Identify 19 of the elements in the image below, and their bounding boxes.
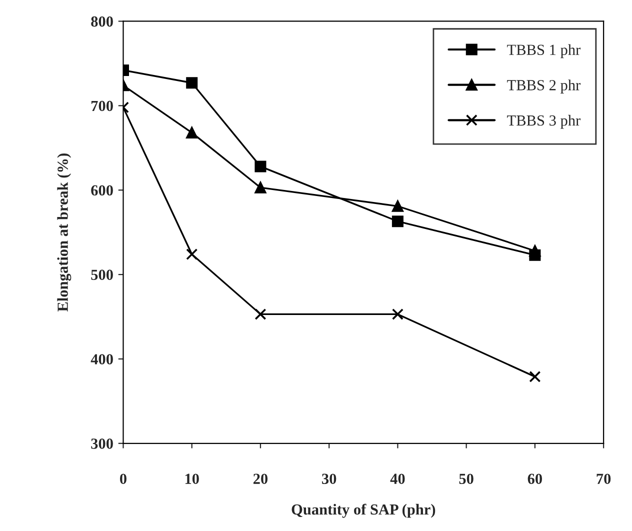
x-axis-title: Quantity of SAP (phr) (292, 504, 436, 518)
y-tick-label: 300 (91, 438, 113, 449)
legend-label: TBBS 3 phr (507, 114, 581, 129)
x-tick-label: 0 (120, 474, 126, 484)
y-axis-title: Elongation at break (%) (57, 154, 72, 312)
legend-label: TBBS 1 phr (507, 44, 581, 58)
y-tick-label: 700 (91, 100, 113, 112)
y-tick-label: 600 (91, 185, 113, 196)
x-tick-label: 50 (459, 474, 474, 484)
y-tick-label: 400 (90, 354, 113, 364)
x-tick-label: 40 (390, 474, 405, 484)
x-tick-label: 30 (322, 474, 336, 484)
x-tick-label: 20 (253, 474, 268, 484)
y-tick-label: 800 (91, 16, 113, 27)
y-tick-label: 500 (91, 270, 113, 280)
x-tick-label: 10 (185, 474, 199, 484)
legend-label: TBBS 2 phr (507, 80, 581, 94)
x-tick-label: 70 (596, 474, 611, 484)
x-tick-label: 60 (528, 474, 542, 484)
